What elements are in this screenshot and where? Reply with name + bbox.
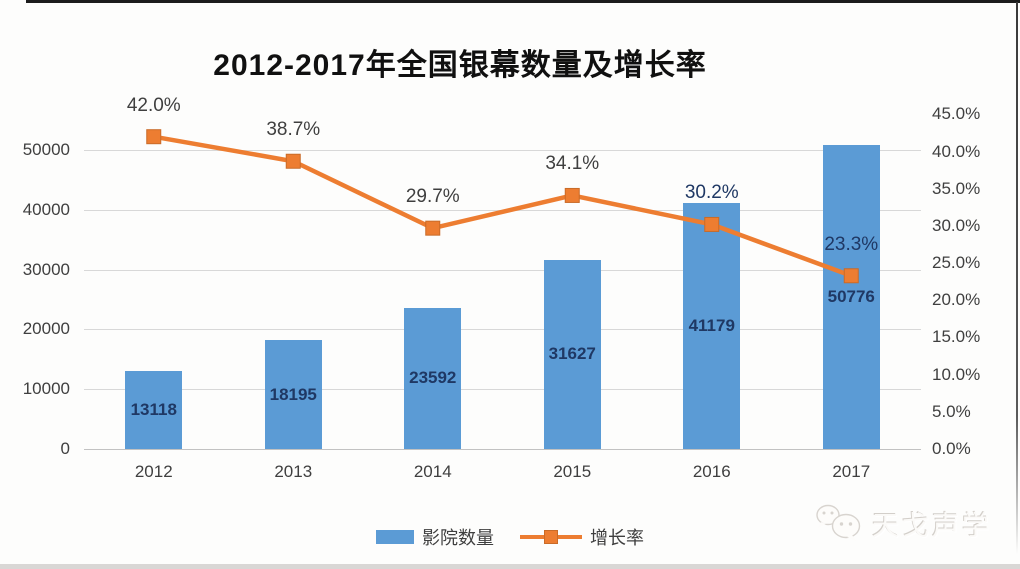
line-swatch-marker <box>544 530 558 544</box>
bar-value-label: 18195 <box>269 384 317 404</box>
y-axis-tick-right: 5.0% <box>932 401 971 421</box>
y-axis-tick-left: 40000 <box>22 199 70 219</box>
y-axis-tick-right: 25.0% <box>932 253 981 273</box>
gridline <box>84 269 921 271</box>
bar-2017 <box>822 145 880 449</box>
y-axis-tick-left: 30000 <box>22 259 70 279</box>
line-value-label: 30.2% <box>684 182 739 204</box>
y-axis-tick-right: 0.0% <box>932 439 971 458</box>
y-axis-tick-left: 10000 <box>22 379 70 399</box>
legend-item-line-series: 增长率 <box>520 524 644 550</box>
bar-value-label: 41179 <box>688 315 735 335</box>
line-value-label: 23.3% <box>824 233 879 255</box>
right-border-line <box>1016 2 1018 554</box>
y-axis-tick-right: 20.0% <box>932 290 981 310</box>
legend-label: 增长率 <box>590 528 644 548</box>
y-axis-tick-right: 10.0% <box>932 364 981 384</box>
legend: 影院数量 增长率 <box>0 524 1020 550</box>
x-axis-label-2017: 2017 <box>832 462 871 481</box>
gridline <box>84 389 921 391</box>
y-axis-tick-left: 0 <box>60 439 70 458</box>
bar-series-swatch <box>376 530 414 544</box>
line-marker-2013 <box>285 153 301 169</box>
line-value-label: 34.1% <box>545 153 600 175</box>
bar-value-label: 13118 <box>130 399 177 419</box>
y-axis-tick-left: 50000 <box>22 140 70 159</box>
bar-2016 <box>683 202 741 449</box>
y-axis-tick-left: 20000 <box>22 319 70 339</box>
x-axis-line <box>84 449 921 450</box>
line-marker-2015 <box>564 187 580 203</box>
x-axis-label-2016: 2016 <box>692 462 731 481</box>
y-axis-tick-right: 35.0% <box>932 178 981 198</box>
bar-value-label: 31627 <box>548 344 596 364</box>
watermark-text: 天戈声学 <box>872 510 992 541</box>
bar-2012 <box>125 370 183 449</box>
line-marker-2014 <box>425 220 441 236</box>
line-series-swatch <box>520 530 582 544</box>
x-axis-label-2014: 2014 <box>413 462 452 481</box>
line-value-label: 29.7% <box>405 186 460 208</box>
gridline <box>84 150 921 151</box>
bar-value-label: 50776 <box>827 287 875 307</box>
x-axis-label-2015: 2015 <box>553 462 592 481</box>
chart-title: 2012-2017年全国银幕数量及增长率 <box>213 49 707 82</box>
legend-item-bar-series: 影院数量 <box>376 524 494 550</box>
line-value-label: 38.7% <box>266 119 321 141</box>
y-axis-tick-right: 30.0% <box>932 215 981 235</box>
x-axis-label-2012: 2012 <box>134 462 173 481</box>
wechat-icon <box>816 504 861 541</box>
y-axis-tick-right: 40.0% <box>932 141 981 161</box>
line-marker-2012 <box>146 129 162 145</box>
bar-2014 <box>404 307 462 449</box>
bar-value-label: 23592 <box>409 368 457 388</box>
gridline <box>84 329 921 331</box>
line-stroke <box>153 134 853 278</box>
y-axis-tick-right: 15.0% <box>932 327 981 347</box>
legend-label: 影院数量 <box>422 528 494 548</box>
y-axis-tick-right: 45.0% <box>932 104 981 124</box>
line-marker-2016 <box>704 216 720 232</box>
line-value-label: 42.0% <box>126 94 181 116</box>
watermark: 天戈声学 <box>814 502 992 544</box>
line-marker-2017 <box>843 268 859 284</box>
x-axis-label-2013: 2013 <box>274 462 313 481</box>
bar-2013 <box>264 340 322 449</box>
bottom-strip <box>0 564 1020 569</box>
top-border-line <box>26 0 1020 3</box>
bar-2015 <box>543 259 601 449</box>
